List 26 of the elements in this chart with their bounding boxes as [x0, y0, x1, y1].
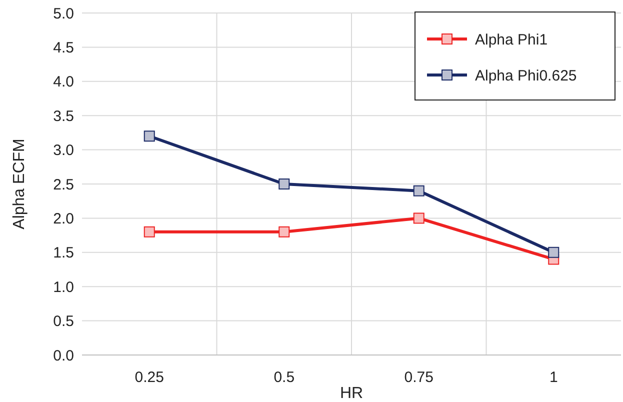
y-tick-label: 2.5 [53, 176, 74, 194]
y-tick-label: 1.5 [53, 244, 74, 262]
x-axis-title: HR [340, 385, 364, 402]
y-tick-label: 0.0 [53, 347, 74, 364]
point [548, 246, 560, 258]
y-tick-label: 4.5 [53, 39, 74, 56]
y-tick-label: 2.0 [53, 210, 74, 228]
y-tick-label: 4.0 [53, 74, 74, 91]
y-tick-label: 3.5 [53, 108, 74, 125]
point [413, 185, 424, 196]
point [144, 130, 155, 142]
x-tick-label: 0.25 [134, 369, 164, 386]
y-tick-label: 3.0 [53, 142, 74, 160]
legend-label: Alpha Phi0.625 [475, 67, 577, 84]
point [144, 226, 155, 238]
y-tick-label: 0.5 [53, 313, 74, 330]
point [278, 178, 290, 190]
y-axis-title: Alpha ECFM [11, 138, 28, 230]
point [278, 226, 290, 238]
y-tick-label: 5.0 [53, 5, 74, 22]
y-tick-label: 1.0 [53, 278, 74, 296]
x-tick-label: 1 [549, 369, 558, 386]
point [413, 212, 424, 224]
x-tick-label: 0.75 [404, 369, 434, 386]
legend-label: Alpha Phi1 [475, 31, 548, 48]
x-tick-label: 0.5 [274, 369, 295, 386]
